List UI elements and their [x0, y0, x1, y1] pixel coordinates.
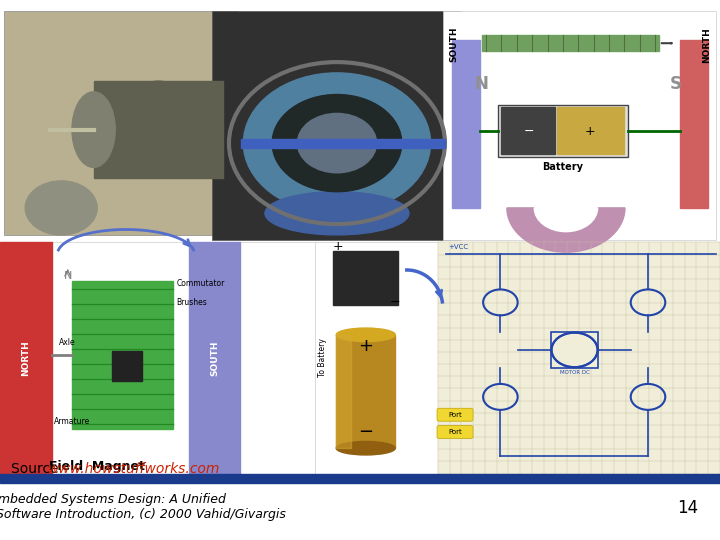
Bar: [551, 332, 598, 368]
Text: MOTOR DC: MOTOR DC: [559, 370, 590, 375]
Circle shape: [243, 73, 431, 213]
Text: +: +: [333, 240, 343, 253]
Bar: [438, 139, 445, 148]
Text: Source: Source: [11, 462, 63, 476]
Text: +: +: [359, 336, 373, 355]
Circle shape: [25, 181, 97, 235]
Bar: [0, 0, 720, 474]
Bar: [241, 139, 439, 148]
Text: SOUTH: SOUTH: [449, 27, 458, 63]
Wedge shape: [507, 208, 625, 252]
Bar: [557, 107, 624, 154]
Bar: [0, 474, 720, 483]
Text: −: −: [523, 125, 534, 138]
Bar: [680, 40, 708, 208]
Text: Port: Port: [448, 429, 462, 435]
Ellipse shape: [336, 442, 395, 455]
Circle shape: [272, 94, 402, 192]
Text: −: −: [358, 423, 374, 441]
Text: N: N: [474, 75, 488, 93]
Text: S: S: [670, 75, 681, 93]
Bar: [438, 242, 720, 474]
Ellipse shape: [265, 192, 409, 235]
Ellipse shape: [336, 328, 395, 342]
Bar: [333, 251, 398, 305]
Text: NORTH: NORTH: [22, 340, 30, 376]
Text: Battery: Battery: [543, 162, 583, 172]
Text: Armature: Armature: [54, 417, 90, 426]
Text: Axle: Axle: [59, 339, 76, 347]
Text: −: −: [390, 296, 400, 309]
Bar: [112, 351, 142, 381]
Bar: [0, 242, 317, 474]
Text: Brushes: Brushes: [176, 298, 207, 307]
Text: Field  Magnet: Field Magnet: [49, 460, 145, 472]
Wedge shape: [534, 208, 598, 232]
Bar: [501, 107, 555, 154]
Text: +VCC: +VCC: [448, 245, 468, 251]
FancyArrowPatch shape: [662, 43, 672, 44]
Text: N: N: [63, 272, 72, 281]
Bar: [4, 11, 238, 235]
Text: Embedded Systems Design: A Unified: Embedded Systems Design: A Unified: [0, 493, 226, 506]
Text: NORTH: NORTH: [703, 27, 711, 63]
Bar: [443, 11, 716, 240]
Ellipse shape: [122, 81, 194, 178]
Bar: [72, 281, 173, 429]
Circle shape: [297, 113, 377, 173]
Bar: [498, 105, 628, 157]
Bar: [0, 242, 52, 474]
Text: Commutator: Commutator: [176, 279, 225, 288]
Bar: [94, 81, 223, 178]
Bar: [336, 335, 395, 448]
Text: +: +: [585, 125, 595, 138]
Bar: [315, 242, 438, 474]
FancyBboxPatch shape: [437, 408, 473, 421]
Bar: [336, 335, 351, 448]
Ellipse shape: [72, 92, 115, 167]
Bar: [189, 242, 240, 474]
Text: Port: Port: [448, 411, 462, 418]
Text: 14: 14: [678, 498, 698, 517]
Bar: [452, 40, 480, 208]
Text: SOUTH: SOUTH: [210, 340, 219, 376]
Bar: [212, 11, 461, 240]
Text: www.howstuffworks.com: www.howstuffworks.com: [48, 462, 220, 476]
Bar: [482, 35, 659, 51]
Text: To Battery: To Battery: [318, 339, 327, 377]
FancyBboxPatch shape: [437, 426, 473, 438]
Text: Hardware/Software Introduction, (c) 2000 Vahid/Givargis: Hardware/Software Introduction, (c) 2000…: [0, 508, 285, 521]
